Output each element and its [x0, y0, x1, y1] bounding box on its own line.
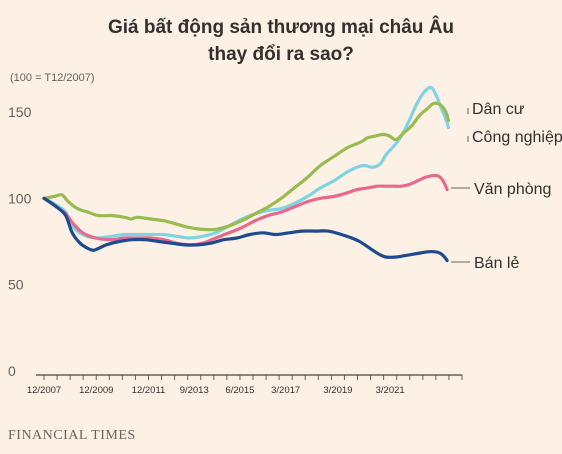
y-tick-label: 0 [8, 363, 16, 379]
x-tick-label: 6/2015 [225, 385, 254, 396]
line-label: Văn phòng [474, 181, 551, 198]
line-label: Bán lẻ [474, 255, 519, 272]
x-tick-label: 3/2017 [271, 385, 300, 396]
x-tick-label: 9/2013 [180, 385, 209, 396]
series-line [42, 196, 449, 263]
y-tick-label: 150 [8, 104, 32, 120]
chart-lines [42, 85, 450, 263]
x-tick-label: 12/2007 [27, 385, 61, 396]
source-logo: FINANCIAL TIMES [8, 428, 136, 443]
y-tick-label: 50 [8, 277, 24, 293]
chart-title-line-2: thay đổi ra sao? [208, 44, 354, 65]
series-line [42, 173, 449, 247]
x-tick-label: 3/2019 [323, 385, 352, 396]
chart-axes: 0 50 100 150 12/2007 12/2009 12/2011 9/2013 6/20… [8, 104, 463, 396]
chart-subtitle: (100 = T12/2007) [10, 72, 95, 84]
x-tick-label: 12/2009 [79, 385, 113, 396]
chart-title: Giá bất động sản thương mại châu Âu thay… [0, 14, 562, 68]
x-tick-label: 12/2011 [132, 385, 166, 396]
chart-title-line-1: Giá bất động sản thương mại châu Âu [107, 17, 455, 38]
chart-line-labels: Dân cư Công nghiệp Văn phòng Bán lẻ [451, 101, 562, 272]
series-line [42, 101, 450, 232]
y-tick-label: 100 [8, 190, 32, 206]
series-line [42, 85, 450, 240]
line-label: Dân cư [472, 101, 525, 118]
line-label: Công nghiệp [472, 129, 562, 146]
x-tick-label: 3/2021 [376, 385, 405, 396]
